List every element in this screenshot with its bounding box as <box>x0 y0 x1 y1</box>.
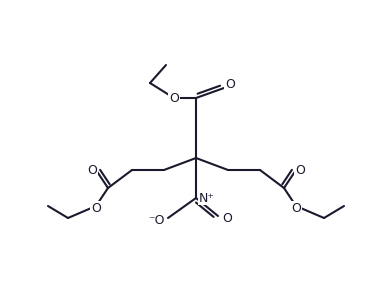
Text: O: O <box>291 202 301 215</box>
Text: O: O <box>225 79 235 92</box>
Text: N⁺: N⁺ <box>199 191 215 204</box>
Text: O: O <box>169 92 179 104</box>
Text: O: O <box>222 211 232 224</box>
Text: O: O <box>87 164 97 177</box>
Text: O: O <box>295 164 305 177</box>
Text: O: O <box>91 202 101 215</box>
Text: ⁻O: ⁻O <box>149 213 165 226</box>
